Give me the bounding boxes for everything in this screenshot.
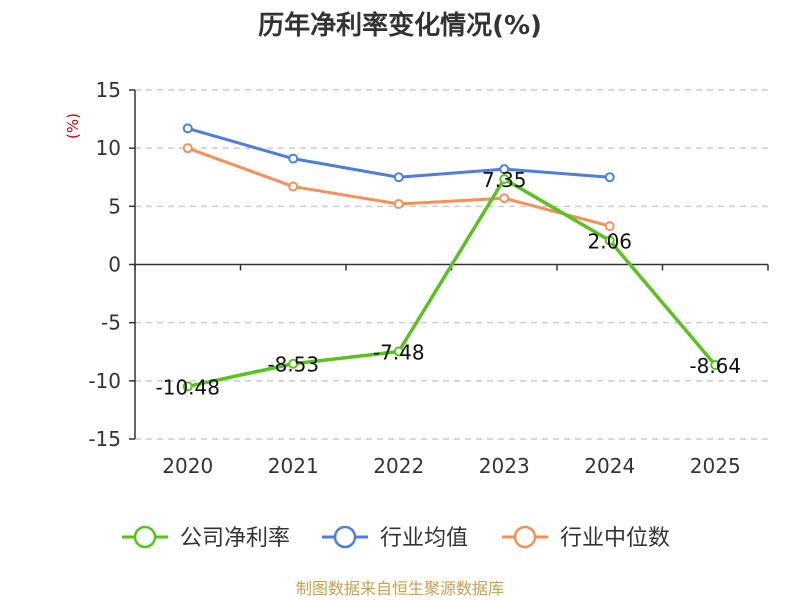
data-point [393, 346, 404, 357]
x-tick-labels: 2020 2021 2022 2023 2024 2025 [162, 454, 740, 478]
data-point [499, 164, 510, 175]
data-point [393, 199, 404, 210]
data-label: -7.48 [373, 341, 425, 365]
data-point [288, 153, 299, 164]
series-points [182, 123, 721, 392]
x-tick-label: 2023 [479, 454, 530, 478]
axes [129, 89, 769, 440]
data-point [182, 123, 193, 134]
data-point [182, 143, 193, 154]
source-note: 制图数据来自恒生聚源数据库 [296, 579, 504, 598]
series-line [187, 177, 717, 389]
data-label: 7.35 [482, 168, 527, 192]
y-tick-label: -5 [101, 311, 121, 335]
y-tick-label: -15 [88, 427, 121, 451]
y-tick-label: 10 [96, 136, 121, 160]
y-tick-label: 15 [96, 78, 121, 102]
chart-title: 历年净利率变化情况(%) [258, 10, 542, 41]
y-tick-labels: 15 10 5 0 -5 -10 -15 [88, 78, 121, 451]
data-point [604, 221, 615, 232]
data-point [288, 181, 299, 192]
data-point [182, 381, 193, 392]
data-point [499, 193, 510, 204]
legend-label: 行业中位数 [560, 526, 670, 551]
data-label: -10.48 [156, 375, 220, 399]
legend-swatch-marker [133, 525, 157, 549]
x-tick-label: 2024 [584, 454, 635, 478]
data-point [499, 173, 510, 184]
x-tick-label: 2022 [373, 454, 424, 478]
y-tick-label: 5 [108, 194, 121, 218]
y-axis-unit-label: (%) [64, 113, 82, 139]
data-point [288, 358, 299, 369]
data-label: -8.64 [689, 354, 741, 378]
legend-swatch-marker [333, 525, 357, 549]
data-label: 2.06 [587, 230, 632, 254]
data-point [604, 172, 615, 183]
x-tick-label: 2025 [690, 454, 741, 478]
series-line [187, 146, 611, 228]
data-point [710, 360, 721, 371]
series-lines [187, 126, 717, 389]
data-label: -8.53 [267, 353, 319, 377]
legend-label: 行业均值 [380, 526, 468, 551]
legend-swatch-marker [513, 525, 537, 549]
data-labels: -10.48 -8.53 -7.48 7.35 2.06 -8.64 [156, 168, 742, 399]
x-tick-label: 2020 [162, 454, 213, 478]
data-point [604, 235, 615, 246]
data-point [393, 172, 404, 183]
y-tick-label: 0 [108, 253, 121, 277]
legend: 公司净利率 行业均值 行业中位数 [122, 525, 670, 551]
y-tick-label: -10 [88, 369, 121, 393]
legend-label: 公司净利率 [180, 526, 290, 551]
x-tick-label: 2021 [268, 454, 319, 478]
